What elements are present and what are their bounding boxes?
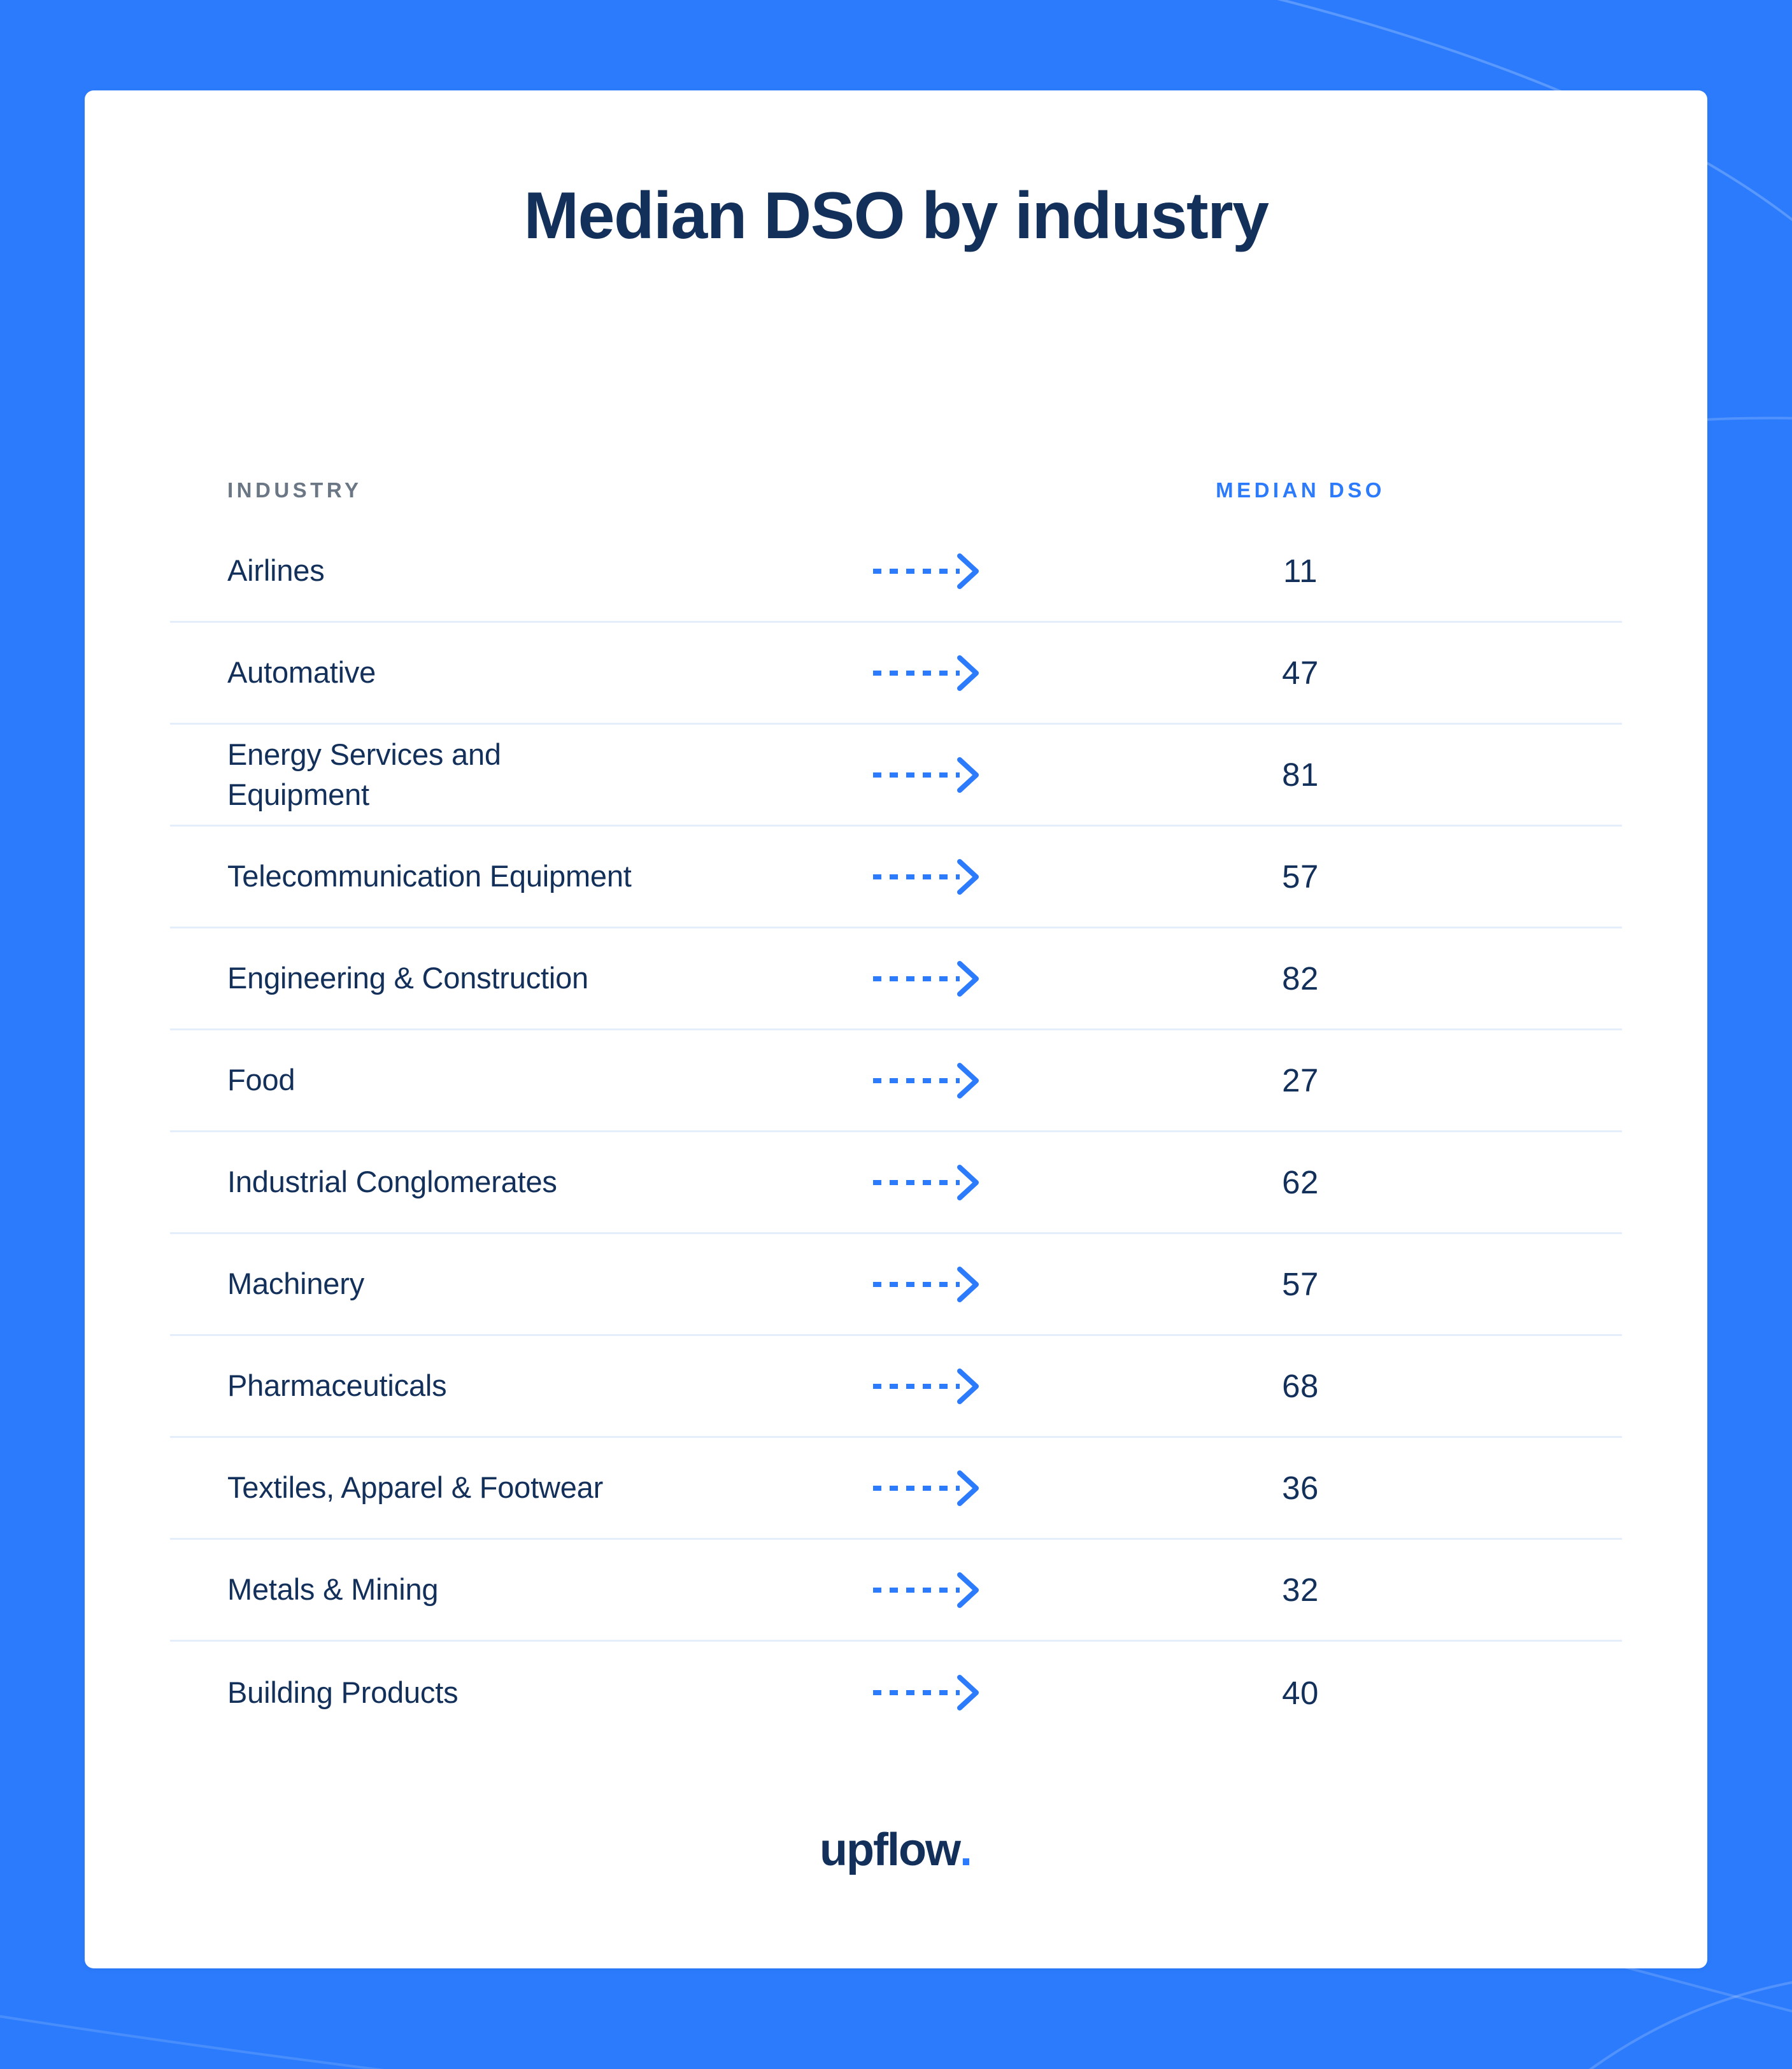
- table-row: Telecommunication Equipment 57: [170, 827, 1622, 928]
- table-body: Airlines 11 Automative 47 Energy Services an…: [170, 521, 1622, 1744]
- median-dso-value: 57: [1282, 1266, 1319, 1302]
- dashed-arrow-right-icon: [873, 1266, 979, 1302]
- cell-industry: Pharmaceuticals: [170, 1366, 807, 1405]
- cell-arrow: [807, 1571, 1049, 1609]
- header-cell-industry: INDUSTRY: [170, 478, 807, 502]
- cell-arrow: [807, 654, 1049, 692]
- dashed-arrow-right-icon: [873, 1675, 979, 1710]
- cell-median-dso: 81: [1049, 756, 1622, 793]
- industry-label: Pharmaceuticals: [227, 1369, 447, 1403]
- median-dso-value: 57: [1282, 858, 1319, 895]
- cell-median-dso: 47: [1049, 654, 1622, 692]
- dashed-arrow-right-icon: [873, 1470, 979, 1506]
- median-dso-value: 32: [1282, 1572, 1319, 1608]
- industry-label: Textiles, Apparel & Footwear: [227, 1470, 604, 1505]
- cell-industry: Airlines: [170, 551, 807, 590]
- cell-median-dso: 57: [1049, 1265, 1622, 1303]
- industry-label: Telecommunication Equipment: [227, 859, 632, 893]
- median-dso-value: 40: [1282, 1674, 1319, 1711]
- industry-label: Industrial Conglomerates: [227, 1165, 557, 1199]
- cell-arrow: [807, 1469, 1049, 1507]
- table-header-row: INDUSTRY MEDIAN DSO: [170, 460, 1622, 521]
- median-dso-value: 11: [1283, 553, 1318, 589]
- cell-median-dso: 11: [1049, 552, 1622, 590]
- table-row: Energy Services and Equipment 81: [170, 725, 1622, 827]
- cell-industry: Machinery: [170, 1264, 807, 1304]
- cell-median-dso: 27: [1049, 1062, 1622, 1099]
- table-row: Pharmaceuticals 68: [170, 1336, 1622, 1438]
- content-card: Median DSO by industry INDUSTRY MEDIAN D…: [85, 90, 1707, 1968]
- dashed-arrow-right-icon: [873, 1368, 979, 1404]
- table-row: Automative 47: [170, 623, 1622, 725]
- dashed-arrow-right-icon: [873, 1164, 979, 1200]
- median-dso-table: INDUSTRY MEDIAN DSO Airlines 11 Automative…: [170, 460, 1622, 1744]
- cell-median-dso: 36: [1049, 1469, 1622, 1507]
- cell-median-dso: 40: [1049, 1674, 1622, 1712]
- industry-label: Metals & Mining: [227, 1572, 439, 1607]
- cell-arrow: [807, 1367, 1049, 1405]
- industry-label: Energy Services and Equipment: [227, 737, 501, 811]
- industry-label: Food: [227, 1063, 295, 1097]
- table-row: Metals & Mining 32: [170, 1540, 1622, 1642]
- median-dso-value: 68: [1282, 1368, 1319, 1404]
- median-dso-value: 27: [1282, 1062, 1319, 1098]
- industry-label: Machinery: [227, 1267, 365, 1301]
- cell-industry: Automative: [170, 653, 807, 692]
- cell-arrow: [807, 1062, 1049, 1100]
- table-row: Industrial Conglomerates 62: [170, 1132, 1622, 1234]
- logo-wordmark: upflow: [820, 1824, 961, 1875]
- header-cell-median-dso: MEDIAN DSO: [1049, 478, 1622, 502]
- industry-label: Airlines: [227, 553, 325, 588]
- table-row: Engineering & Construction 82: [170, 928, 1622, 1030]
- dashed-arrow-right-icon: [873, 655, 979, 691]
- table-row: Machinery 57: [170, 1234, 1622, 1336]
- table-row: Food 27: [170, 1030, 1622, 1132]
- cell-arrow: [807, 1163, 1049, 1202]
- cell-industry: Textiles, Apparel & Footwear: [170, 1468, 807, 1507]
- upflow-logo: upflow .: [85, 1827, 1707, 1873]
- dashed-arrow-right-icon: [873, 757, 979, 793]
- cell-industry: Telecommunication Equipment: [170, 857, 807, 896]
- cell-arrow: [807, 960, 1049, 998]
- cell-median-dso: 68: [1049, 1367, 1622, 1405]
- dashed-arrow-right-icon: [873, 960, 979, 997]
- median-dso-value: 36: [1282, 1470, 1319, 1506]
- dashed-arrow-right-icon: [873, 1062, 979, 1098]
- median-dso-value: 81: [1282, 757, 1319, 793]
- cell-industry: Food: [170, 1060, 807, 1100]
- logo-dot: .: [959, 1824, 972, 1875]
- cell-arrow: [807, 1265, 1049, 1304]
- column-header-median-dso: MEDIAN DSO: [1216, 478, 1385, 502]
- industry-label: Building Products: [227, 1675, 459, 1709]
- median-dso-value: 62: [1282, 1164, 1319, 1200]
- median-dso-value: 82: [1282, 960, 1319, 997]
- table-row: Textiles, Apparel & Footwear 36: [170, 1438, 1622, 1540]
- cell-median-dso: 82: [1049, 960, 1622, 997]
- column-header-industry: INDUSTRY: [227, 478, 362, 502]
- cell-industry: Industrial Conglomerates: [170, 1162, 807, 1202]
- cell-arrow: [807, 858, 1049, 896]
- page-title: Median DSO by industry: [523, 179, 1269, 253]
- cell-arrow: [807, 552, 1049, 590]
- industry-label: Automative: [227, 655, 376, 690]
- cell-industry: Building Products: [170, 1673, 807, 1712]
- industry-label: Engineering & Construction: [227, 961, 588, 995]
- cell-arrow: [807, 756, 1049, 794]
- cell-arrow: [807, 1674, 1049, 1712]
- dashed-arrow-right-icon: [873, 858, 979, 895]
- cell-median-dso: 32: [1049, 1571, 1622, 1609]
- table-row: Building Products 40: [170, 1642, 1622, 1744]
- table-row: Airlines 11: [170, 521, 1622, 623]
- cell-industry: Metals & Mining: [170, 1570, 807, 1609]
- dashed-arrow-right-icon: [873, 553, 979, 589]
- cell-median-dso: 57: [1049, 858, 1622, 895]
- cell-industry: Energy Services and Equipment: [170, 735, 807, 814]
- cell-median-dso: 62: [1049, 1163, 1622, 1201]
- dashed-arrow-right-icon: [873, 1572, 979, 1608]
- median-dso-value: 47: [1282, 655, 1319, 691]
- cell-industry: Engineering & Construction: [170, 958, 807, 998]
